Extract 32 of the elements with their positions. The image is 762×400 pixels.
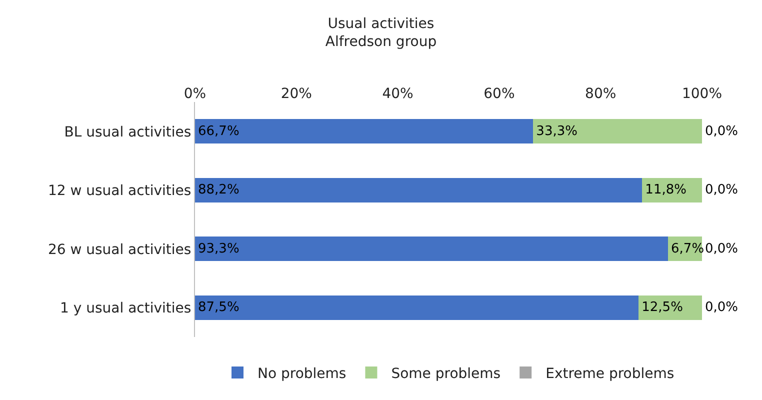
legend-label: Some problems bbox=[391, 366, 501, 382]
x-tick-label: 20% bbox=[280, 86, 312, 102]
data-label: 0,0% bbox=[705, 182, 738, 198]
legend-label: Extreme problems bbox=[546, 366, 674, 382]
chart-subtitle: Alfredson group bbox=[325, 34, 437, 50]
y-tick-label: 12 w usual activities bbox=[48, 183, 192, 200]
bar bbox=[195, 119, 534, 144]
data-label: 93,3% bbox=[198, 241, 240, 256]
data-label: 0,0% bbox=[705, 300, 738, 316]
data-label: 12,5% bbox=[642, 300, 683, 316]
x-tick-label: 0% bbox=[184, 86, 206, 102]
data-label: 66,7% bbox=[198, 124, 240, 139]
y-tick-label: BL usual activities bbox=[64, 124, 192, 140]
data-label: 11,8% bbox=[645, 182, 686, 198]
data-label: 88,2% bbox=[198, 182, 240, 198]
data-label: 33,3% bbox=[536, 124, 578, 139]
legend-label: No problems bbox=[258, 366, 346, 382]
x-tick-label: 80% bbox=[585, 86, 616, 102]
bar bbox=[533, 119, 702, 144]
data-label: 6,7% bbox=[671, 241, 704, 256]
y-tick-label: 26 w usual activities bbox=[48, 242, 192, 258]
data-label: 0,0% bbox=[705, 241, 738, 256]
x-tick-label: 100% bbox=[682, 86, 722, 102]
y-tick-label: 1 y usual activities bbox=[60, 300, 192, 317]
bar bbox=[195, 178, 642, 202]
data-label: 0,0% bbox=[705, 124, 738, 139]
bar bbox=[195, 236, 668, 262]
chart-title: Usual activities bbox=[328, 16, 434, 32]
data-label: 87,5% bbox=[198, 300, 240, 316]
x-tick-label: 60% bbox=[484, 86, 515, 102]
bar bbox=[195, 295, 639, 320]
x-tick-label: 40% bbox=[382, 86, 414, 102]
